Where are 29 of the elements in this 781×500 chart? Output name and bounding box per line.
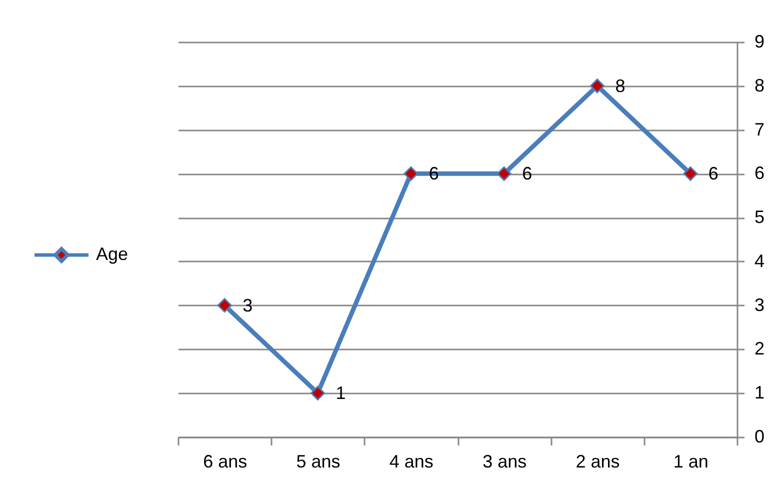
legend-label: Age [96,244,128,264]
data-label: 8 [615,76,626,96]
x-tick-label: 6 ans [203,452,248,472]
data-label: 6 [428,164,439,184]
y-tick-label: 4 [754,250,765,271]
y-tick-label: 8 [754,75,765,96]
data-label: 3 [242,295,253,316]
y-tick-label: 0 [754,426,765,446]
y-tick-label: 6 [754,163,765,184]
y-tick-label: 5 [754,207,765,228]
point [496,166,512,181]
data-label: 6 [708,164,718,184]
point [683,166,698,181]
point [590,78,605,94]
point [310,386,326,400]
x-tick-label: 3 ans [482,452,527,472]
x-tick-label: 1 an [673,452,708,472]
y-tick-label: 9 [754,32,765,52]
x-tick-label: 4 ans [389,452,434,472]
y-tick-label: 7 [754,119,765,140]
y-tick-label: 3 [754,294,765,315]
data-label: 1 [336,383,346,404]
y-tick-label: 2 [754,338,765,359]
x-tick-label: 2 ans [576,452,620,472]
point [404,166,418,181]
x-tick-label: 5 ans [296,452,340,472]
y-tick-label: 1 [754,382,765,403]
point [217,298,232,313]
data-label: 6 [522,164,532,184]
